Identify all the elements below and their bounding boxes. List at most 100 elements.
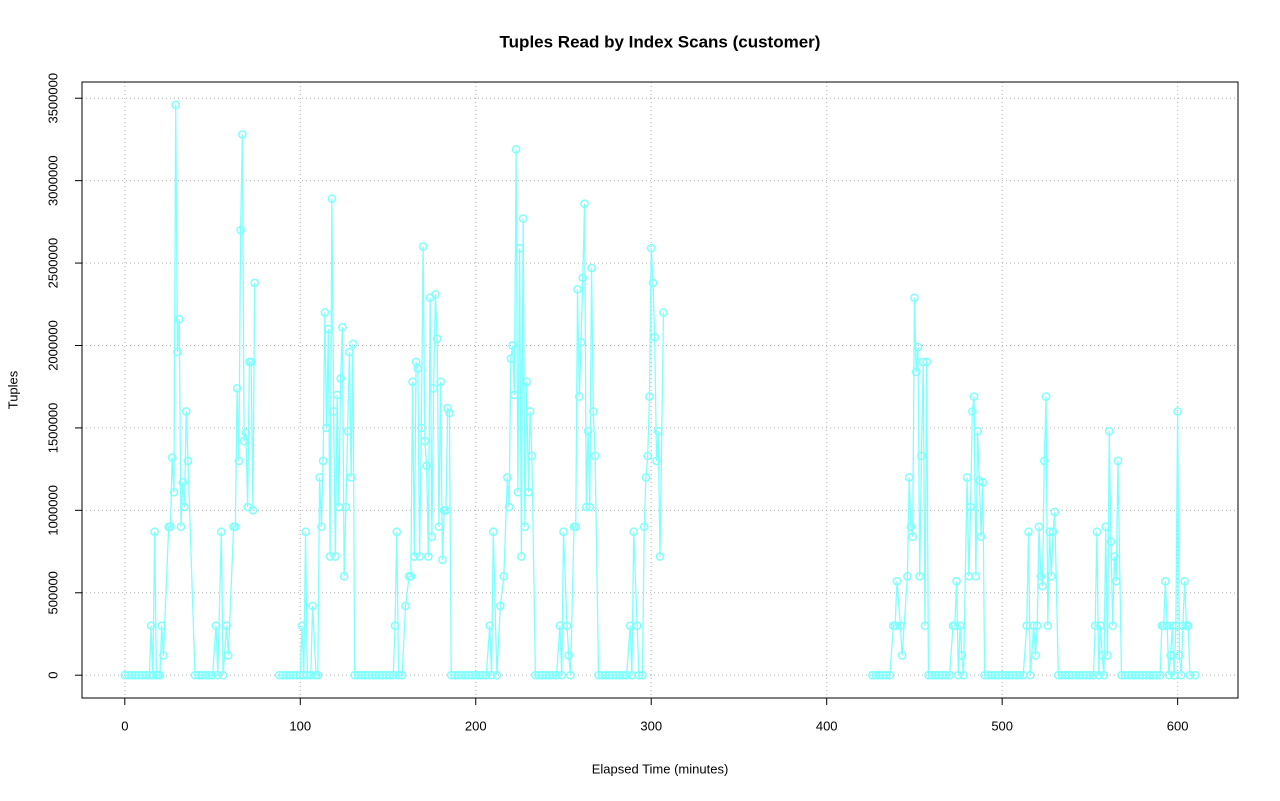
data-point bbox=[431, 290, 440, 299]
data-point bbox=[653, 426, 663, 436]
data-point bbox=[1031, 651, 1040, 660]
data-point bbox=[146, 621, 156, 631]
data-point bbox=[339, 571, 349, 581]
data-point bbox=[232, 384, 242, 393]
data-point bbox=[223, 651, 233, 660]
x-tick-label: 0 bbox=[121, 718, 128, 733]
data-point bbox=[1104, 426, 1114, 436]
data-point bbox=[659, 308, 668, 317]
data-point bbox=[159, 651, 168, 660]
data-point bbox=[301, 527, 310, 537]
data-point bbox=[495, 601, 505, 611]
data-point bbox=[248, 505, 258, 515]
data-point bbox=[385, 670, 395, 680]
data-point bbox=[590, 451, 600, 461]
data-point bbox=[241, 428, 251, 438]
data-point bbox=[641, 473, 651, 482]
data-point bbox=[906, 522, 916, 532]
data-point bbox=[1111, 576, 1121, 586]
data-point bbox=[171, 100, 181, 110]
data-point bbox=[155, 670, 165, 680]
data-point bbox=[316, 522, 326, 532]
data-point bbox=[218, 670, 228, 680]
data-point bbox=[325, 552, 335, 561]
data-point bbox=[969, 392, 979, 401]
x-tick-label: 600 bbox=[1167, 718, 1189, 733]
data-point bbox=[552, 670, 561, 680]
data-point bbox=[959, 670, 968, 680]
data-point bbox=[445, 408, 454, 418]
data-point bbox=[629, 527, 639, 537]
data-point bbox=[588, 407, 598, 416]
data-point bbox=[904, 473, 914, 482]
data-point bbox=[1164, 670, 1174, 680]
data-point bbox=[246, 357, 256, 367]
data-point bbox=[181, 407, 191, 416]
data-point bbox=[1024, 527, 1033, 537]
data-point bbox=[1110, 552, 1119, 561]
y-tick-label: 1000000 bbox=[45, 485, 60, 536]
x-tick-label: 400 bbox=[816, 718, 838, 733]
y-tick-label: 2000000 bbox=[45, 320, 60, 371]
data-point bbox=[392, 527, 402, 537]
data-point bbox=[892, 576, 902, 586]
data-point bbox=[574, 392, 584, 401]
plot-data bbox=[120, 100, 1200, 680]
data-point bbox=[1092, 527, 1102, 537]
data-point bbox=[971, 571, 981, 581]
data-point bbox=[406, 571, 416, 581]
data-point bbox=[415, 552, 424, 561]
data-point bbox=[955, 621, 965, 631]
data-point bbox=[903, 571, 912, 581]
data-point bbox=[1183, 621, 1193, 631]
data-point bbox=[183, 456, 193, 466]
data-point bbox=[1168, 621, 1177, 631]
data-point bbox=[180, 502, 189, 512]
data-point bbox=[238, 130, 247, 139]
data-point bbox=[973, 426, 982, 436]
x-tick-label: 200 bbox=[465, 718, 487, 733]
data-point bbox=[527, 451, 537, 461]
data-point bbox=[513, 487, 523, 497]
data-point bbox=[1155, 670, 1165, 680]
data-point bbox=[222, 621, 231, 631]
data-point bbox=[652, 456, 661, 466]
data-point bbox=[945, 670, 954, 680]
data-point bbox=[332, 390, 342, 400]
data-point bbox=[966, 502, 975, 512]
data-point bbox=[576, 337, 586, 347]
data-point bbox=[427, 532, 437, 542]
data-point bbox=[1025, 670, 1035, 680]
y-tick-label: 1500000 bbox=[45, 403, 60, 454]
data-point bbox=[315, 473, 324, 482]
data-point bbox=[622, 670, 632, 680]
data-point bbox=[915, 571, 925, 581]
data-point bbox=[941, 670, 951, 680]
data-point bbox=[150, 527, 159, 537]
data-point bbox=[492, 670, 502, 680]
data-point bbox=[422, 461, 431, 471]
data-point bbox=[890, 621, 900, 631]
data-point bbox=[573, 285, 582, 294]
data-point bbox=[1048, 527, 1058, 537]
data-point bbox=[1101, 522, 1111, 532]
data-point bbox=[329, 407, 338, 416]
data-point bbox=[346, 473, 356, 482]
data-point bbox=[213, 670, 223, 680]
data-point bbox=[1039, 456, 1049, 466]
data-point bbox=[343, 426, 353, 436]
data-point bbox=[520, 522, 530, 532]
data-point bbox=[297, 621, 307, 631]
data-point bbox=[157, 621, 167, 631]
data-point bbox=[239, 436, 249, 446]
data-point bbox=[952, 576, 961, 586]
data-point bbox=[566, 670, 575, 680]
grid bbox=[82, 82, 1238, 698]
data-point bbox=[1178, 621, 1188, 631]
data-point bbox=[522, 377, 531, 387]
data-point bbox=[515, 243, 524, 253]
data-point bbox=[1032, 621, 1042, 631]
data-point bbox=[417, 423, 426, 433]
data-point bbox=[1036, 571, 1046, 581]
